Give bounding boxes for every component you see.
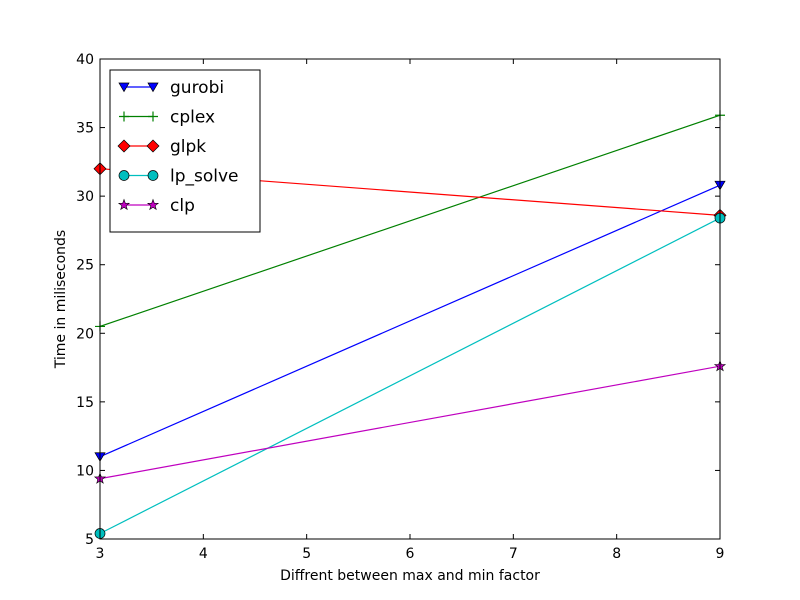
legend-label-glpk: glpk	[170, 137, 206, 157]
y-tick-label: 15	[76, 395, 94, 411]
x-tick-label: 6	[406, 546, 415, 562]
legend-marker-lp-solve	[118, 170, 130, 181]
legend-marker-gurobi	[147, 82, 159, 93]
x-tick-label: 9	[716, 546, 725, 562]
y-tick-label: 10	[76, 463, 94, 479]
legend-marker-gurobi	[118, 82, 130, 93]
y-tick-label: 30	[76, 189, 94, 205]
legend-label-clp: clp	[170, 196, 195, 216]
legend-marker-clp	[146, 198, 160, 211]
legend-label-lp-solve: lp_solve	[170, 167, 239, 187]
legend-label-gurobi: gurobi	[170, 78, 224, 98]
series-line-clp	[100, 365, 720, 480]
x-tick-label: 4	[199, 546, 208, 562]
series-line-lp-solve	[100, 217, 720, 535]
y-axis-label: Time in miliseconds	[53, 230, 69, 369]
series-line-cplex	[100, 114, 720, 327]
legend-marker-glpk	[117, 139, 131, 153]
y-tick-label: 5	[85, 532, 94, 548]
legend-marker-cplex	[119, 111, 129, 122]
x-tick-label: 7	[509, 546, 518, 562]
y-tick-label: 25	[76, 258, 94, 274]
legend-marker-glpk	[146, 139, 160, 153]
y-tick-label: 35	[76, 121, 94, 137]
y-tick-label: 20	[76, 326, 94, 342]
legend-label-cplex: cplex	[170, 108, 215, 128]
legend-marker-lp-solve	[147, 170, 159, 181]
series-line-gurobi	[100, 184, 720, 458]
x-tick-label: 8	[612, 546, 621, 562]
x-tick-label: 3	[96, 546, 105, 562]
y-tick-label: 40	[76, 52, 94, 68]
x-axis-label: Diffrent between max and min factor	[280, 568, 540, 584]
legend-marker-cplex	[148, 111, 158, 122]
x-tick-label: 5	[302, 546, 311, 562]
legend-marker-clp	[117, 198, 131, 211]
